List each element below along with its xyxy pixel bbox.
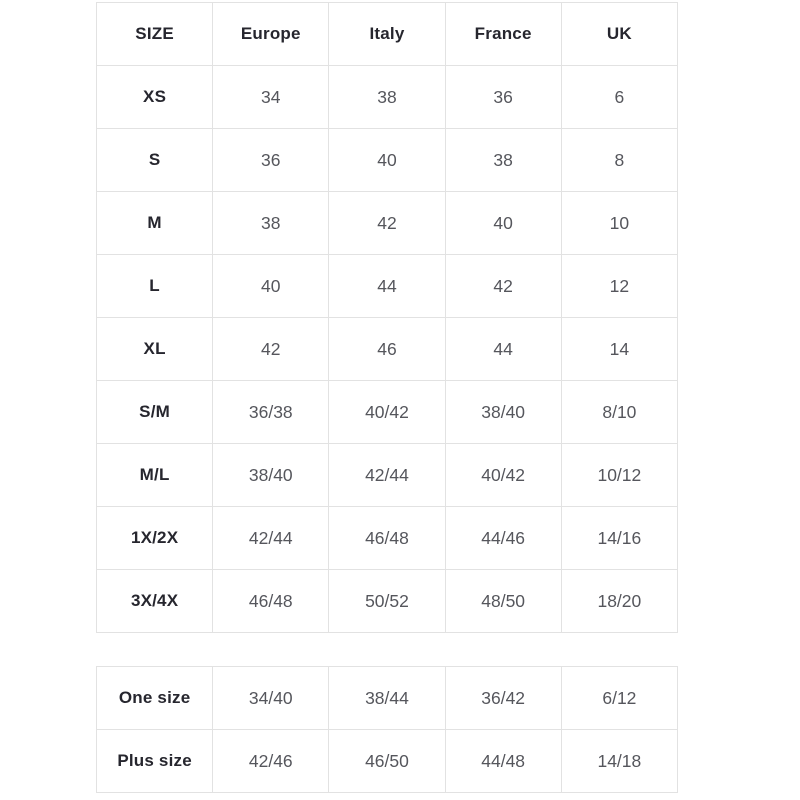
- france-value-cell: 44/48: [444, 729, 562, 793]
- size-label-cell: M/L: [95, 443, 214, 507]
- header-cell-france: France: [444, 2, 562, 66]
- table-row: 1X/2X 42/44 46/48 44/46 14/16: [95, 506, 679, 570]
- europe-value-cell: 40: [212, 254, 330, 318]
- italy-value-cell: 40/42: [328, 380, 446, 444]
- uk-value-cell: 14/18: [560, 729, 679, 793]
- size-label-cell: S/M: [95, 380, 214, 444]
- table-row: L 40 44 42 12: [95, 254, 679, 318]
- table-row: One size 34/40 38/44 36/42 6/12: [95, 666, 679, 730]
- italy-value-cell: 46/50: [328, 729, 446, 793]
- table-header-row: SIZE Europe Italy France UK: [95, 2, 679, 66]
- uk-value-cell: 6/12: [560, 666, 679, 730]
- italy-value-cell: 40: [328, 128, 446, 192]
- france-value-cell: 42: [444, 254, 562, 318]
- italy-value-cell: 46: [328, 317, 446, 381]
- size-label-cell: L: [95, 254, 214, 318]
- italy-value-cell: 42/44: [328, 443, 446, 507]
- france-value-cell: 36/42: [444, 666, 562, 730]
- size-label-cell: Plus size: [95, 729, 214, 793]
- table-row: M 38 42 40 10: [95, 191, 679, 255]
- table-row: S/M 36/38 40/42 38/40 8/10: [95, 380, 679, 444]
- size-label-cell: S: [95, 128, 214, 192]
- france-value-cell: 36: [444, 65, 562, 129]
- europe-value-cell: 38: [212, 191, 330, 255]
- france-value-cell: 48/50: [444, 569, 562, 633]
- italy-value-cell: 44: [328, 254, 446, 318]
- france-value-cell: 40/42: [444, 443, 562, 507]
- size-label-cell: One size: [95, 666, 214, 730]
- table-row: M/L 38/40 42/44 40/42 10/12: [95, 443, 679, 507]
- table-row: XS 34 38 36 6: [95, 65, 679, 129]
- france-value-cell: 40: [444, 191, 562, 255]
- europe-value-cell: 36: [212, 128, 330, 192]
- size-label-cell: 1X/2X: [95, 506, 214, 570]
- uk-value-cell: 14: [560, 317, 679, 381]
- italy-value-cell: 38: [328, 65, 446, 129]
- europe-value-cell: 34/40: [212, 666, 330, 730]
- europe-value-cell: 42/46: [212, 729, 330, 793]
- uk-value-cell: 6: [560, 65, 679, 129]
- header-cell-italy: Italy: [328, 2, 446, 66]
- size-label-cell: XS: [95, 65, 214, 129]
- italy-value-cell: 42: [328, 191, 446, 255]
- uk-value-cell: 8: [560, 128, 679, 192]
- table-row: XL 42 46 44 14: [95, 317, 679, 381]
- uk-value-cell: 18/20: [560, 569, 679, 633]
- france-value-cell: 44/46: [444, 506, 562, 570]
- header-cell-europe: Europe: [212, 2, 330, 66]
- europe-value-cell: 38/40: [212, 443, 330, 507]
- europe-value-cell: 42/44: [212, 506, 330, 570]
- size-conversion-table: SIZE Europe Italy France UK XS 34 38 36 …: [95, 2, 679, 633]
- size-label-cell: 3X/4X: [95, 569, 214, 633]
- uk-value-cell: 8/10: [560, 380, 679, 444]
- table-gap-spacer: [96, 633, 678, 666]
- special-sizes-table: One size 34/40 38/44 36/42 6/12 Plus siz…: [95, 666, 679, 793]
- europe-value-cell: 46/48: [212, 569, 330, 633]
- size-label-cell: M: [95, 191, 214, 255]
- uk-value-cell: 10/12: [560, 443, 679, 507]
- header-cell-uk: UK: [560, 2, 679, 66]
- table-row: S 36 40 38 8: [95, 128, 679, 192]
- france-value-cell: 38: [444, 128, 562, 192]
- header-cell-size: SIZE: [95, 2, 214, 66]
- uk-value-cell: 12: [560, 254, 679, 318]
- size-label-cell: XL: [95, 317, 214, 381]
- italy-value-cell: 38/44: [328, 666, 446, 730]
- italy-value-cell: 50/52: [328, 569, 446, 633]
- uk-value-cell: 10: [560, 191, 679, 255]
- europe-value-cell: 36/38: [212, 380, 330, 444]
- italy-value-cell: 46/48: [328, 506, 446, 570]
- table-row: 3X/4X 46/48 50/52 48/50 18/20: [95, 569, 679, 633]
- uk-value-cell: 14/16: [560, 506, 679, 570]
- france-value-cell: 38/40: [444, 380, 562, 444]
- europe-value-cell: 42: [212, 317, 330, 381]
- france-value-cell: 44: [444, 317, 562, 381]
- size-guide-page: SIZE Europe Italy France UK XS 34 38 36 …: [95, 2, 679, 793]
- table-row: Plus size 42/46 46/50 44/48 14/18: [95, 729, 679, 793]
- europe-value-cell: 34: [212, 65, 330, 129]
